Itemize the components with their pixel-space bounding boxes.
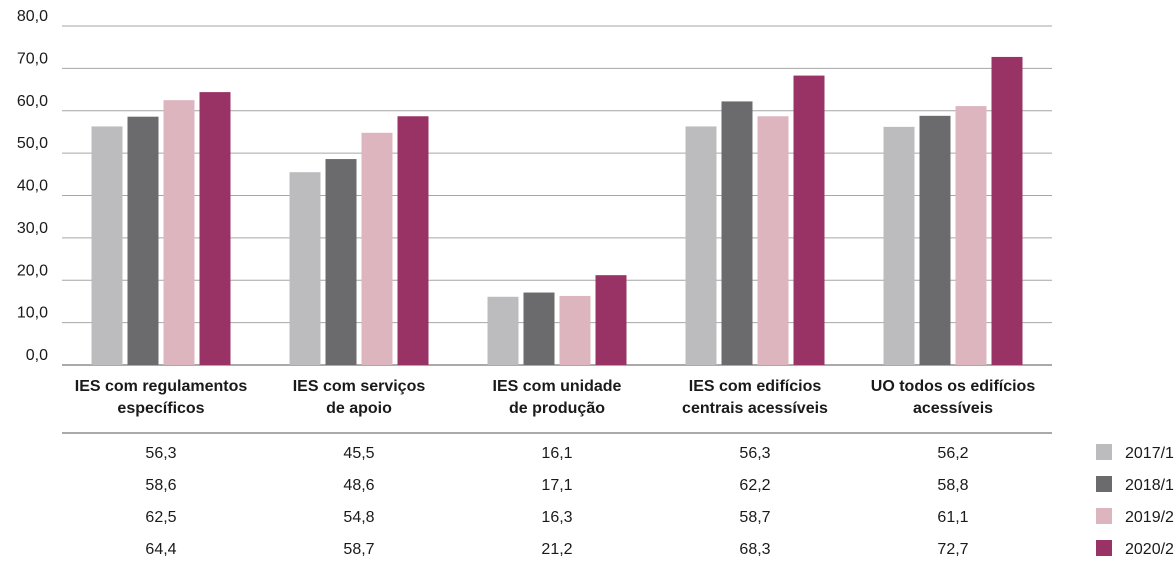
bar-2020-21 — [793, 75, 825, 366]
y-tick-label: 0,0 — [26, 347, 48, 364]
category-label: UO todos os edifícios — [871, 378, 1036, 395]
table-cell: 58,6 — [145, 477, 176, 494]
category-label: IES com serviços — [293, 378, 426, 395]
legend-label: 2017/18 — [1125, 445, 1174, 462]
y-tick-label: 80,0 — [17, 8, 48, 25]
bar-2017-18 — [685, 126, 717, 366]
table-cell: 54,8 — [343, 509, 374, 526]
bar-2017-18 — [883, 126, 915, 365]
bar-2018-19 — [919, 115, 951, 366]
table-cell: 17,1 — [541, 477, 572, 494]
legend-swatch — [1096, 444, 1112, 460]
table-cell: 68,3 — [739, 541, 770, 558]
table-cell: 56,3 — [739, 445, 770, 462]
table-cell: 61,1 — [937, 509, 968, 526]
bar-2019-20 — [163, 100, 195, 365]
table-cell: 72,7 — [937, 541, 968, 558]
y-tick-label: 70,0 — [17, 50, 48, 67]
table-cell: 45,5 — [343, 445, 374, 462]
category-label: de produção — [509, 400, 605, 417]
legend-swatch — [1096, 476, 1112, 492]
bar-2019-20 — [955, 106, 987, 366]
category-label: específicos — [117, 400, 204, 417]
y-tick-label: 10,0 — [17, 305, 48, 322]
bar-2019-20 — [559, 295, 591, 365]
category-labels: IES com regulamentos específicos IES com s… — [75, 378, 1036, 417]
table-cell: 58,7 — [739, 509, 770, 526]
category-label: IES com regulamentos — [75, 378, 248, 395]
category-label: IES com unidade — [493, 378, 622, 395]
legend-label: 2018/19 — [1125, 477, 1174, 494]
bar-2017-18 — [289, 172, 321, 365]
bar-2017-18 — [487, 296, 519, 365]
y-axis: 0,0 10,0 20,0 30,0 40,0 50,0 60,0 70,0 80,0 — [17, 8, 48, 364]
bar-2018-19 — [127, 116, 159, 366]
bars — [91, 56, 1023, 366]
table-cell: 56,2 — [937, 445, 968, 462]
y-tick-label: 50,0 — [17, 135, 48, 152]
bar-2020-21 — [397, 116, 429, 365]
legend-swatch — [1096, 540, 1112, 556]
table-cell: 62,5 — [145, 509, 176, 526]
legend-label: 2019/20 — [1125, 509, 1174, 526]
data-table: 56,3 45,5 16,1 56,3 56,2 58,6 48,6 17,1 62,2 58,8… — [62, 432, 1052, 558]
bar-2020-21 — [595, 275, 627, 365]
y-tick-label: 30,0 — [17, 220, 48, 237]
bar-2019-20 — [757, 116, 789, 365]
table-cell: 16,1 — [541, 445, 572, 462]
bar-2018-19 — [523, 292, 555, 365]
bar-2019-20 — [361, 132, 393, 365]
category-label: IES com edifícios — [689, 378, 822, 395]
bar-2017-18 — [91, 126, 123, 366]
table-cell: 56,3 — [145, 445, 176, 462]
table-cell: 48,6 — [343, 477, 374, 494]
table-cell: 21,2 — [541, 541, 572, 558]
table-cell: 62,2 — [739, 477, 770, 494]
legend: 2017/18 2018/19 2019/20 2020/21 — [1096, 444, 1174, 558]
legend-label: 2020/21 — [1125, 541, 1174, 558]
bar-2018-19 — [721, 101, 753, 366]
table-cell: 64,4 — [145, 541, 176, 558]
bar-2020-21 — [199, 92, 231, 365]
y-tick-label: 40,0 — [17, 178, 48, 195]
category-label: de apoio — [326, 400, 392, 417]
legend-swatch — [1096, 508, 1112, 524]
table-cell: 58,7 — [343, 541, 374, 558]
category-label: acessíveis — [913, 400, 993, 417]
bar-2020-21 — [991, 56, 1023, 366]
table-cell: 16,3 — [541, 509, 572, 526]
y-tick-label: 60,0 — [17, 93, 48, 110]
category-label: centrais acessíveis — [682, 400, 828, 417]
bar-2018-19 — [325, 159, 357, 365]
y-tick-label: 20,0 — [17, 262, 48, 279]
table-cell: 58,8 — [937, 477, 968, 494]
